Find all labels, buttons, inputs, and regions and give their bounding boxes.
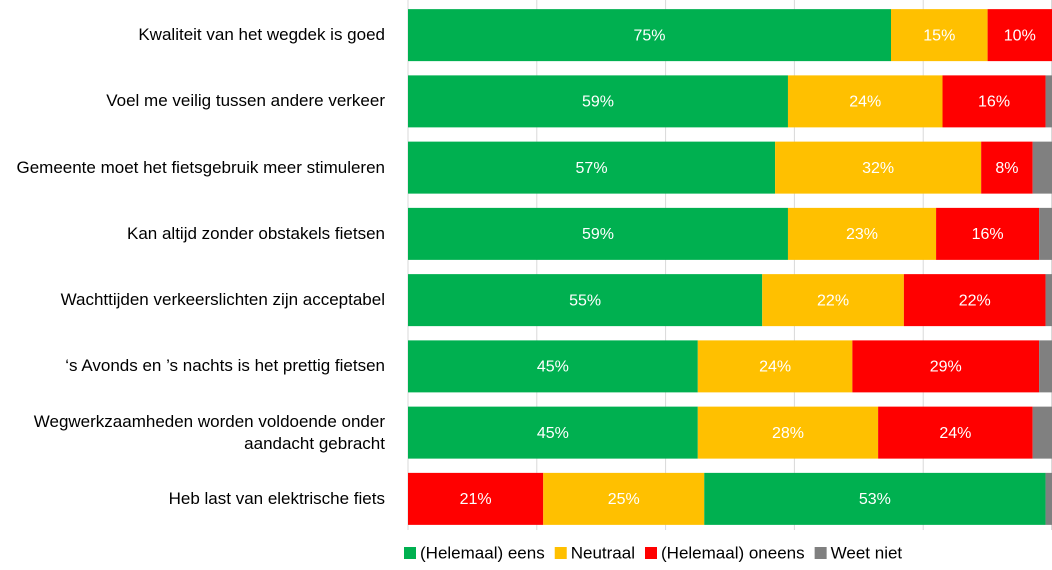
bar-segment <box>1045 274 1052 327</box>
bar-segment <box>408 472 544 525</box>
bar-segment <box>408 141 776 194</box>
bar-segment <box>408 406 698 459</box>
bar-segment <box>891 9 988 62</box>
value-label: 45% <box>537 425 569 442</box>
bar-segment <box>408 274 763 327</box>
value-label: 75% <box>633 27 665 44</box>
value-label: 22% <box>959 292 991 309</box>
bar-segment <box>775 141 982 194</box>
value-label: 59% <box>582 94 614 111</box>
bar-segment <box>936 207 1040 260</box>
value-label: 21% <box>460 491 492 508</box>
bar-segment <box>1045 75 1052 128</box>
bar-segment <box>787 207 937 260</box>
bar-segment <box>408 75 788 128</box>
value-label: 15% <box>923 27 955 44</box>
value-label: 23% <box>846 226 878 243</box>
value-label: 8% <box>995 160 1018 177</box>
value-label: 53% <box>859 491 891 508</box>
category-label: Heb last van elektrische fiets <box>168 488 385 508</box>
bar-segment <box>981 141 1033 194</box>
legend-swatch <box>814 547 827 559</box>
value-label: 24% <box>939 425 971 442</box>
category-label: Wachttijden verkeerslichten zijn accepta… <box>60 290 385 310</box>
legend-label: (Helemaal) oneens <box>661 543 805 562</box>
bar-segment <box>1039 340 1052 393</box>
legend-swatch <box>645 547 657 559</box>
bar-segment <box>852 340 1040 393</box>
category-label: Wegwerkzaamheden worden voldoende onder … <box>33 411 385 453</box>
bar-segment <box>787 75 943 128</box>
value-label: 55% <box>569 292 601 309</box>
bar-segment <box>408 9 891 62</box>
legend-label: Weet niet <box>831 543 903 562</box>
bar-segment <box>1032 141 1052 194</box>
bar-segment <box>987 9 1052 62</box>
value-label: 57% <box>576 160 608 177</box>
value-label: 24% <box>759 359 791 376</box>
value-label: 45% <box>537 359 569 376</box>
value-label: 29% <box>930 359 962 376</box>
bar-segment <box>1039 207 1052 260</box>
value-label: 10% <box>1004 27 1036 44</box>
value-label: 59% <box>582 226 614 243</box>
bar-segment <box>408 207 788 260</box>
bar-segment <box>762 274 904 327</box>
legend-label: Neutraal <box>571 543 635 562</box>
bar-segment <box>1032 406 1052 459</box>
bar-segment <box>408 340 698 393</box>
value-label: 32% <box>862 160 894 177</box>
legend-label: (Helemaal) eens <box>420 543 545 562</box>
bar-segment <box>1045 472 1052 525</box>
value-label: 25% <box>608 491 640 508</box>
category-label: ‘s Avonds en ’s nachts is het prettig fi… <box>65 356 385 376</box>
bar-segment <box>942 75 1046 128</box>
bar-segment <box>878 406 1033 459</box>
bar-segment <box>697 406 879 459</box>
legend-swatch <box>554 547 567 559</box>
category-label: Kan altijd zonder obstakels fietsen <box>127 223 385 243</box>
value-label: 16% <box>972 226 1004 243</box>
value-label: 16% <box>978 94 1010 111</box>
bar-segment <box>704 472 1046 525</box>
bar-segment <box>697 340 853 393</box>
value-label: 24% <box>849 94 881 111</box>
category-label: Gemeente moet het fietsgebruik meer stim… <box>16 157 385 177</box>
bar-segment <box>903 274 1046 327</box>
bar-segment <box>543 472 705 525</box>
category-label: Voel me veilig tussen andere verkeer <box>106 91 385 111</box>
legend-swatch <box>404 547 416 559</box>
value-label: 22% <box>817 292 849 309</box>
category-label: Kwaliteit van het wegdek is goed <box>138 25 385 45</box>
value-label: 28% <box>772 425 804 442</box>
